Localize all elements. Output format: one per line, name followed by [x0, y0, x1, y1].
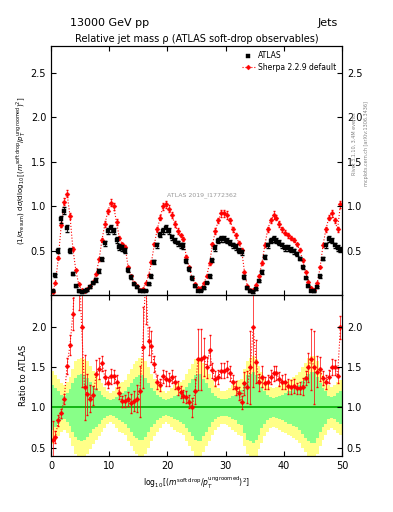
Sherpa 2.2.9 default	[50, 289, 55, 295]
Sherpa 2.2.9 default	[65, 190, 70, 197]
Line: Sherpa 2.2.9 default: Sherpa 2.2.9 default	[51, 192, 342, 294]
Sherpa 2.2.9 default	[327, 215, 331, 221]
Text: Jets: Jets	[318, 18, 338, 28]
Title: Relative jet mass ρ (ATLAS soft-drop observables): Relative jet mass ρ (ATLAS soft-drop obs…	[75, 34, 318, 44]
ATLAS	[79, 289, 84, 295]
Sherpa 2.2.9 default	[108, 200, 113, 206]
ATLAS	[204, 280, 209, 286]
ATLAS	[123, 247, 128, 253]
Legend: ATLAS, Sherpa 2.2.9 default: ATLAS, Sherpa 2.2.9 default	[240, 50, 338, 73]
Text: 13000 GeV pp: 13000 GeV pp	[70, 18, 150, 28]
Text: Rivet 3.1.10, 3.4M events: Rivet 3.1.10, 3.4M events	[352, 112, 357, 175]
Text: mcplots.cern.ch [arXiv:1306.3436]: mcplots.cern.ch [arXiv:1306.3436]	[364, 101, 369, 186]
Sherpa 2.2.9 default	[120, 241, 125, 247]
ATLAS	[329, 238, 334, 244]
Y-axis label: Ratio to ATLAS: Ratio to ATLAS	[19, 345, 28, 406]
Text: ATLAS 2019_I1772362: ATLAS 2019_I1772362	[167, 193, 237, 198]
Sherpa 2.2.9 default	[338, 201, 343, 207]
Sherpa 2.2.9 default	[318, 264, 323, 270]
X-axis label: $\log_{10}[(m^{\rm soft\,drop}/p_T^{\rm ungroomed})^2]$: $\log_{10}[(m^{\rm soft\,drop}/p_T^{\rm …	[143, 475, 250, 491]
ATLAS	[50, 288, 55, 294]
ATLAS	[321, 255, 325, 262]
Line: ATLAS: ATLAS	[50, 208, 343, 294]
Sherpa 2.2.9 default	[225, 212, 230, 218]
ATLAS	[111, 228, 116, 234]
ATLAS	[62, 207, 66, 214]
ATLAS	[338, 247, 343, 253]
Sherpa 2.2.9 default	[202, 281, 206, 287]
ATLAS	[228, 240, 232, 246]
Y-axis label: $(1/\sigma_{\rm resum})$ d$\sigma$/d$\log_{10}[(m^{\rm soft\,drop}/p_T^{\rm ungr: $(1/\sigma_{\rm resum})$ d$\sigma$/d$\lo…	[15, 96, 28, 245]
